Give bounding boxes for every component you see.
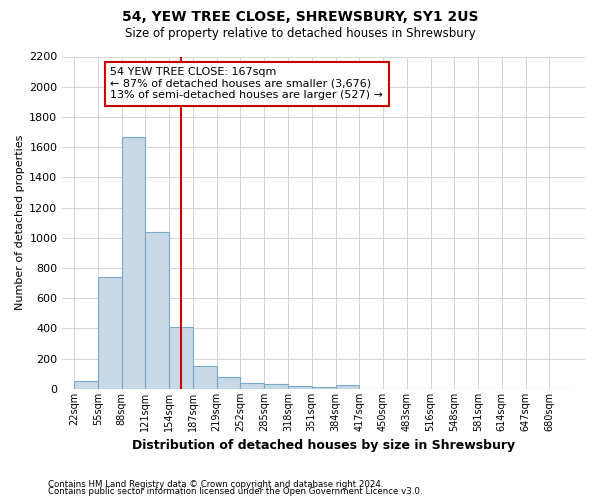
- Text: Contains HM Land Registry data © Crown copyright and database right 2024.: Contains HM Land Registry data © Crown c…: [48, 480, 383, 489]
- Text: Size of property relative to detached houses in Shrewsbury: Size of property relative to detached ho…: [125, 28, 475, 40]
- Bar: [312, 386, 335, 389]
- Bar: [122, 136, 145, 389]
- Bar: [264, 384, 288, 389]
- Text: 54 YEW TREE CLOSE: 167sqm
← 87% of detached houses are smaller (3,676)
13% of se: 54 YEW TREE CLOSE: 167sqm ← 87% of detac…: [110, 67, 383, 100]
- Bar: [74, 382, 98, 389]
- X-axis label: Distribution of detached houses by size in Shrewsbury: Distribution of detached houses by size …: [132, 440, 515, 452]
- Bar: [145, 232, 169, 389]
- Bar: [98, 277, 122, 389]
- Bar: [335, 385, 359, 389]
- Bar: [217, 377, 241, 389]
- Bar: [288, 386, 312, 389]
- Bar: [169, 327, 193, 389]
- Text: 54, YEW TREE CLOSE, SHREWSBURY, SY1 2US: 54, YEW TREE CLOSE, SHREWSBURY, SY1 2US: [122, 10, 478, 24]
- Bar: [193, 366, 217, 389]
- Y-axis label: Number of detached properties: Number of detached properties: [15, 135, 25, 310]
- Text: Contains public sector information licensed under the Open Government Licence v3: Contains public sector information licen…: [48, 487, 422, 496]
- Bar: [241, 383, 264, 389]
